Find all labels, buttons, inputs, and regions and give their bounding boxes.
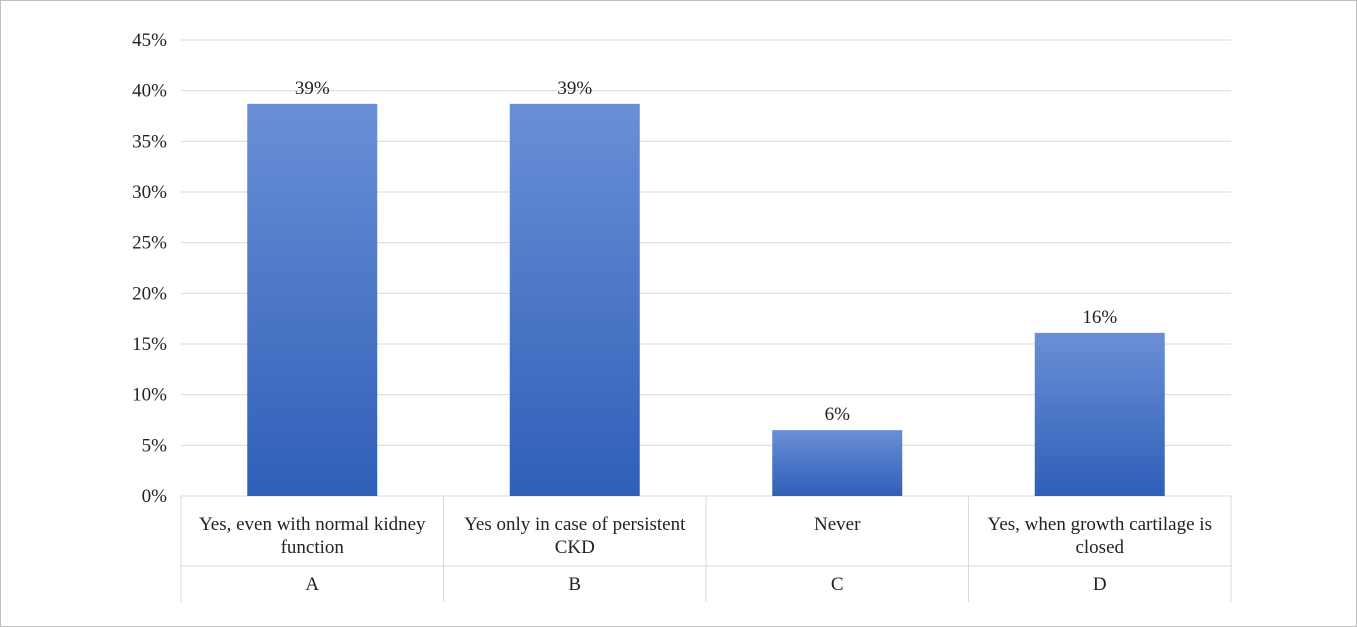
y-tick-label: 15%	[132, 334, 167, 355]
y-tick-label: 0%	[142, 486, 168, 507]
bar-D	[1034, 332, 1165, 496]
category-description: closed	[1075, 537, 1124, 558]
y-tick-label: 5%	[142, 435, 168, 456]
category-letter: C	[831, 574, 844, 595]
bar-C	[772, 430, 903, 496]
y-tick-label: 40%	[132, 81, 167, 102]
bar-A	[247, 103, 378, 496]
category-description: function	[281, 537, 345, 558]
y-tick-label: 45%	[132, 30, 167, 51]
category-description: CKD	[555, 537, 595, 558]
category-letter: A	[305, 574, 319, 595]
category-description: Yes, even with normal kidney	[199, 514, 426, 535]
data-label: 39%	[295, 78, 330, 99]
category-description: Never	[814, 514, 861, 535]
bars	[247, 103, 1165, 496]
bar-B	[509, 103, 640, 496]
data-label: 39%	[557, 78, 592, 99]
category-letter: D	[1093, 574, 1107, 595]
y-tick-label: 10%	[132, 385, 167, 406]
category-description: Yes only in case of persistent	[464, 514, 686, 535]
y-tick-label: 20%	[132, 283, 167, 304]
y-tick-label: 35%	[132, 131, 167, 152]
data-label: 16%	[1082, 307, 1117, 328]
y-tick-label: 30%	[132, 182, 167, 203]
data-labels: 39% 39% 6% 16%	[295, 78, 1118, 425]
category-description: Yes, when growth cartilage is	[988, 514, 1212, 535]
y-axis-ticks: 0% 5% 10% 15% 20% 25% 30% 35% 40% 45%	[132, 30, 167, 507]
y-tick-label: 25%	[132, 233, 167, 254]
data-label: 6%	[825, 404, 851, 425]
category-letter: B	[568, 574, 581, 595]
